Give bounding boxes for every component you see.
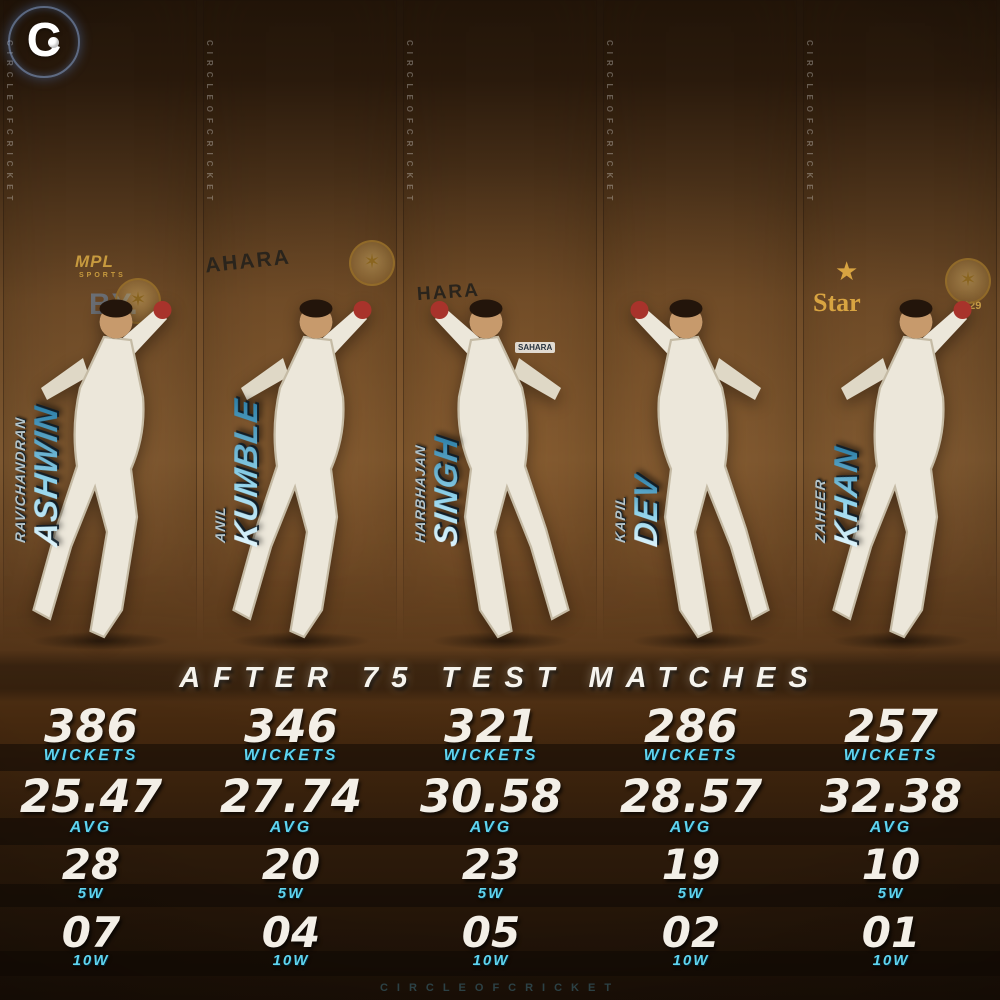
avg-label: AVG: [269, 819, 313, 836]
ten-wicket-label: 10W: [672, 952, 710, 969]
bcci-emblem-icon: ✶: [349, 240, 395, 286]
player-last-name: ASHWIN: [27, 403, 64, 549]
player-name: KAPIL DEV: [612, 472, 664, 549]
wickets-value: 257: [844, 700, 938, 753]
wickets-label: WICKETS: [643, 747, 739, 764]
ten-wicket-label: 10W: [272, 952, 310, 969]
jersey-text: SAHARA: [515, 342, 556, 353]
player-column-ashwin: CIRCLEOFCRICKET MPL SPORTS BY. ✶ RAVICHA…: [3, 0, 197, 660]
player-first-name: KAPIL: [612, 494, 628, 544]
stat-band: [0, 884, 1000, 907]
stats-kumble: 346 WICKETS 27.74 AVG 20 5W 04 10W: [191, 700, 391, 1000]
player-last-name: KUMBLE: [227, 396, 264, 549]
player-column-kapil: CIRCLEOFCRICKET KAPIL DEV: [603, 0, 797, 660]
wickets-label: WICKETS: [843, 747, 939, 764]
player-first-name: ANIL: [212, 504, 228, 544]
wickets-label: WICKETS: [243, 747, 339, 764]
five-wicket-label: 5W: [77, 885, 105, 902]
player-name: HARBHAJAN SINGH: [412, 434, 464, 549]
ten-wicket-value: 02: [661, 908, 721, 957]
stats-kapil: 286 WICKETS 28.57 AVG 19 5W 02 10W: [591, 700, 791, 1000]
stat-band: [0, 818, 1000, 845]
ten-wicket-label: 10W: [872, 952, 910, 969]
five-wicket-label: 5W: [477, 885, 505, 902]
wickets-value: 346: [244, 700, 338, 753]
circle-of-cricket-logo: C: [8, 6, 80, 78]
five-wicket-value: 10: [861, 840, 921, 889]
logo-ring-icon: [8, 6, 80, 78]
strip-watermark: CIRCLEOFCRICKET: [405, 40, 414, 207]
player-first-name: RAVICHANDRAN: [12, 416, 28, 544]
strip-watermark: CIRCLEOFCRICKET: [605, 40, 614, 207]
avg-value: 25.47: [19, 770, 163, 823]
wickets-label: WICKETS: [43, 747, 139, 764]
jersey-text: SPORTS: [79, 272, 126, 279]
ten-wicket-value: 05: [461, 908, 521, 957]
stat-band: [0, 744, 1000, 771]
footer-watermark: CIRCLEOFCRICKET: [379, 982, 621, 994]
jersey-text: MPL: [75, 252, 114, 271]
player-column-kumble: CIRCLEOFCRICKET AHARA ✶ ANIL KUMBLE: [203, 0, 397, 660]
stats-ashwin: 386 WICKETS 25.47 AVG 28 5W 07 10W: [0, 700, 191, 1000]
stat-band: [0, 951, 1000, 976]
wickets-value: 386: [44, 700, 138, 753]
strip-watermark: CIRCLEOFCRICKET: [805, 40, 814, 207]
avg-label: AVG: [869, 819, 913, 836]
five-wicket-value: 28: [61, 840, 121, 889]
ground-shadow: [431, 632, 571, 650]
avg-value: 28.57: [619, 770, 763, 823]
five-wicket-value: 19: [661, 840, 721, 889]
ground-shadow: [831, 632, 971, 650]
avg-label: AVG: [469, 819, 513, 836]
avg-value: 27.74: [219, 770, 363, 823]
wickets-value: 286: [644, 700, 738, 753]
ground-shadow: [231, 632, 371, 650]
jersey-text: Star: [813, 288, 861, 317]
ten-wicket-value: 07: [61, 908, 121, 957]
avg-value: 30.58: [419, 770, 563, 823]
ground-shadow: [31, 632, 171, 650]
ten-wicket-value: 01: [861, 908, 921, 957]
ten-wicket-value: 04: [261, 908, 321, 957]
player-first-name: ZAHEER: [812, 477, 828, 544]
avg-value: 32.38: [819, 770, 963, 823]
ten-wicket-label: 10W: [72, 952, 110, 969]
title-band: [0, 650, 1000, 702]
wickets-value: 321: [444, 700, 538, 753]
bowler-silhouette-icon: [611, 292, 791, 652]
player-name: ZAHEER KHAN: [812, 444, 864, 549]
five-wicket-label: 5W: [277, 885, 305, 902]
logo-letter: C: [26, 14, 62, 67]
stats-harbhajan: 321 WICKETS 30.58 AVG 23 5W 05 10W: [391, 700, 591, 1000]
player-last-name: DEV: [627, 472, 664, 549]
player-last-name: KHAN: [827, 444, 864, 549]
five-wicket-label: 5W: [877, 885, 905, 902]
stats-zaheer: 257 WICKETS 32.38 AVG 10 5W 01 10W: [791, 700, 991, 1000]
five-wicket-value: 20: [261, 840, 321, 889]
five-wicket-value: 23: [461, 840, 521, 889]
player-name: RAVICHANDRAN ASHWIN: [12, 403, 64, 549]
player-first-name: HARBHAJAN: [412, 443, 428, 544]
wickets-label: WICKETS: [443, 747, 539, 764]
strip-watermark: CIRCLEOFCRICKET: [205, 40, 214, 207]
strip-watermark: CIRCLEOFCRICKET: [5, 40, 14, 207]
avg-label: AVG: [69, 819, 113, 836]
player-last-name: SINGH: [427, 434, 464, 549]
logo-ball-icon: [48, 37, 59, 48]
avg-label: AVG: [669, 819, 713, 836]
player-name: ANIL KUMBLE: [212, 396, 264, 548]
ground-shadow: [631, 632, 771, 650]
player-column-zaheer: CIRCLEOFCRICKET ★ Star 229 ✶ ZAHEER KHAN: [803, 0, 997, 660]
player-column-harbhajan: CIRCLEOFCRICKET HARA SAHARA HARBHAJAN SI…: [403, 0, 597, 660]
five-wicket-label: 5W: [677, 885, 705, 902]
page-title: AFTER 75 TEST MATCHES: [179, 662, 821, 694]
stats-grid: 386 WICKETS 25.47 AVG 28 5W 07 10W 346 W…: [0, 700, 991, 1000]
star-icon: ★: [835, 256, 859, 286]
ten-wicket-label: 10W: [472, 952, 510, 969]
